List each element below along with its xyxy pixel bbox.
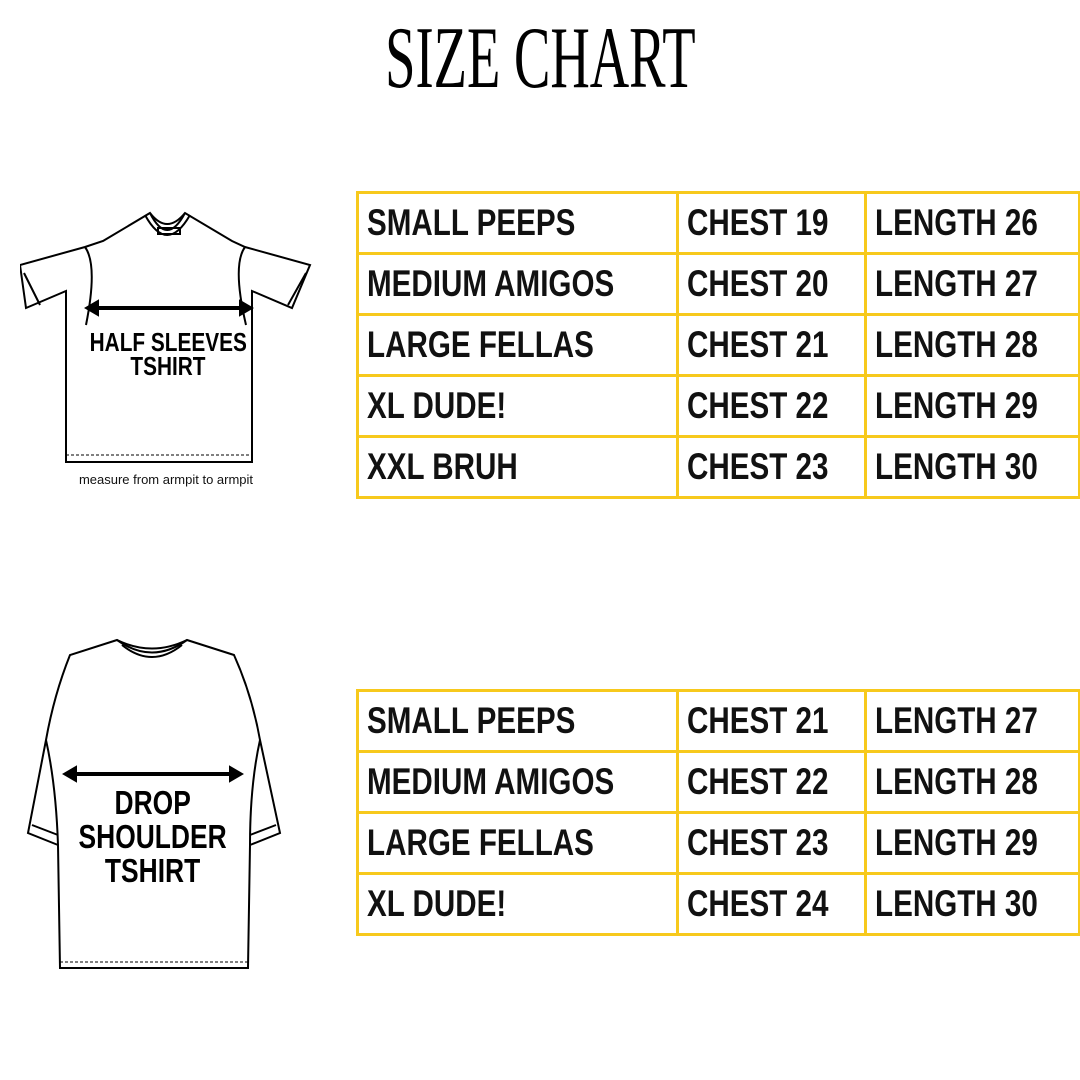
cell-text: MEDIUM AMIGOS bbox=[367, 761, 615, 802]
cell-text: SMALL PEEPS bbox=[367, 700, 576, 741]
table-row: XXL BRUH CHEST 23 LENGTH 30 bbox=[355, 435, 1080, 499]
table-row: MEDIUM AMIGOS CHEST 20 LENGTH 27 bbox=[355, 252, 1080, 316]
table-cell: LENGTH 30 bbox=[863, 435, 1080, 499]
table-row: SMALL PEEPS CHEST 19 LENGTH 26 bbox=[355, 191, 1080, 255]
table-cell: XXL BRUH bbox=[355, 435, 680, 499]
table-cell: CHEST 24 bbox=[676, 872, 867, 936]
cell-text: LARGE FELLAS bbox=[367, 822, 594, 863]
drop-shoulder-size-table: SMALL PEEPS CHEST 21 LENGTH 27 MEDIUM AMIG… bbox=[355, 689, 1080, 936]
table-cell: LENGTH 27 bbox=[863, 252, 1080, 316]
table-row: LARGE FELLAS CHEST 23 LENGTH 29 bbox=[355, 811, 1080, 875]
table-cell: CHEST 23 bbox=[676, 435, 867, 499]
page-title: SIZE CHART bbox=[384, 10, 696, 107]
cell-text: LENGTH 29 bbox=[874, 385, 1038, 426]
table-cell: CHEST 19 bbox=[676, 191, 867, 255]
table-row: XL DUDE! CHEST 24 LENGTH 30 bbox=[355, 872, 1080, 936]
cell-text: CHEST 20 bbox=[687, 263, 829, 304]
cell-text: CHEST 23 bbox=[687, 446, 829, 487]
table-cell: LARGE FELLAS bbox=[355, 313, 680, 377]
table-cell: XL DUDE! bbox=[355, 872, 680, 936]
cell-text: CHEST 19 bbox=[687, 202, 829, 243]
cell-text: CHEST 21 bbox=[687, 324, 829, 365]
table-cell: LENGTH 29 bbox=[863, 374, 1080, 438]
cell-text: CHEST 21 bbox=[687, 700, 829, 741]
table-cell: LENGTH 30 bbox=[863, 872, 1080, 936]
table-cell: LENGTH 28 bbox=[863, 313, 1080, 377]
table-row: XL DUDE! CHEST 22 LENGTH 29 bbox=[355, 374, 1080, 438]
cell-text: LENGTH 30 bbox=[874, 883, 1038, 924]
half-sleeves-label: HALF SLEEVES TSHIRT bbox=[89, 327, 247, 381]
cell-text: LENGTH 28 bbox=[874, 761, 1038, 802]
cell-text: CHEST 23 bbox=[687, 822, 829, 863]
table-cell: MEDIUM AMIGOS bbox=[355, 750, 680, 814]
table-cell: LENGTH 28 bbox=[863, 750, 1080, 814]
table-row: LARGE FELLAS CHEST 21 LENGTH 28 bbox=[355, 313, 1080, 377]
cell-text: SMALL PEEPS bbox=[367, 202, 576, 243]
table-cell: CHEST 20 bbox=[676, 252, 867, 316]
table-cell: MEDIUM AMIGOS bbox=[355, 252, 680, 316]
half-sleeves-tshirt-illustration bbox=[20, 211, 312, 463]
table-cell: LENGTH 29 bbox=[863, 811, 1080, 875]
table-cell: CHEST 22 bbox=[676, 374, 867, 438]
cell-text: XXL BRUH bbox=[367, 446, 518, 487]
table-cell: CHEST 21 bbox=[676, 689, 867, 753]
cell-text: XL DUDE! bbox=[367, 385, 507, 426]
drop-shoulder-label: DROP SHOULDER TSHIRT bbox=[78, 784, 228, 889]
cell-text: MEDIUM AMIGOS bbox=[367, 263, 615, 304]
cell-text: LENGTH 30 bbox=[874, 446, 1038, 487]
cell-text: LENGTH 27 bbox=[874, 700, 1038, 741]
table-cell: LARGE FELLAS bbox=[355, 811, 680, 875]
table-cell: SMALL PEEPS bbox=[355, 191, 680, 255]
cell-text: LENGTH 28 bbox=[874, 324, 1038, 365]
cell-text: XL DUDE! bbox=[367, 883, 507, 924]
half-sleeves-size-table: SMALL PEEPS CHEST 19 LENGTH 26 MEDIUM AMIG… bbox=[355, 191, 1080, 499]
cell-text: CHEST 24 bbox=[687, 883, 829, 924]
cell-text: LENGTH 26 bbox=[874, 202, 1038, 243]
cell-text: LENGTH 27 bbox=[874, 263, 1038, 304]
table-row: MEDIUM AMIGOS CHEST 22 LENGTH 28 bbox=[355, 750, 1080, 814]
cell-text: CHEST 22 bbox=[687, 385, 829, 426]
cell-text: CHEST 22 bbox=[687, 761, 829, 802]
table-row: SMALL PEEPS CHEST 21 LENGTH 27 bbox=[355, 689, 1080, 753]
drop-shoulder-tshirt-illustration bbox=[26, 638, 282, 969]
table-cell: CHEST 22 bbox=[676, 750, 867, 814]
table-cell: LENGTH 27 bbox=[863, 689, 1080, 753]
table-cell: CHEST 23 bbox=[676, 811, 867, 875]
table-cell: XL DUDE! bbox=[355, 374, 680, 438]
cell-text: LARGE FELLAS bbox=[367, 324, 594, 365]
measure-note: measure from armpit to armpit bbox=[78, 472, 254, 487]
cell-text: LENGTH 29 bbox=[874, 822, 1038, 863]
table-cell: LENGTH 26 bbox=[863, 191, 1080, 255]
table-cell: CHEST 21 bbox=[676, 313, 867, 377]
table-cell: SMALL PEEPS bbox=[355, 689, 680, 753]
